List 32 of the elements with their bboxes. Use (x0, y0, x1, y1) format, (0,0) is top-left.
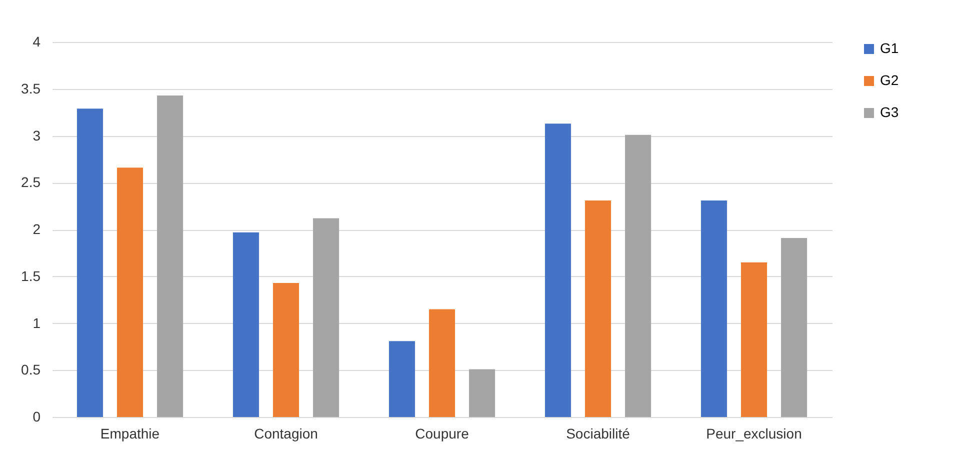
bar (625, 134, 652, 417)
y-tick-label: 2 (32, 221, 41, 237)
x-tick-label: Peur_exclusion (706, 426, 802, 442)
y-tick-label: 3 (32, 127, 41, 144)
bar (700, 200, 727, 417)
x-tick-label: Sociabilité (566, 426, 630, 442)
bar (469, 369, 496, 417)
bar (272, 282, 300, 417)
bar (313, 218, 340, 417)
x-tick-label: Contagion (254, 426, 318, 442)
y-tick-label: 4 (32, 34, 41, 50)
bar (116, 168, 144, 417)
bar (584, 200, 612, 417)
bar (428, 309, 456, 417)
y-tick-label: 1 (32, 314, 41, 331)
bar (232, 232, 259, 417)
y-tick-label: 1.5 (21, 268, 41, 284)
legend-label: G3 (880, 104, 899, 120)
legend-label: G1 (880, 40, 899, 56)
x-tick-label: Empathie (100, 426, 160, 442)
bar (544, 124, 571, 417)
x-tick-label: Coupure (415, 426, 470, 442)
y-tick-label: 3.5 (21, 80, 41, 96)
bar (781, 238, 808, 417)
bar (157, 95, 184, 417)
y-tick-label: 0.5 (21, 362, 41, 378)
y-tick-label: 2.5 (21, 174, 41, 190)
bar (388, 341, 415, 417)
y-tick-label: 0 (32, 408, 41, 424)
legend-label: G2 (880, 72, 899, 88)
bar (740, 262, 768, 417)
bar (76, 108, 103, 417)
